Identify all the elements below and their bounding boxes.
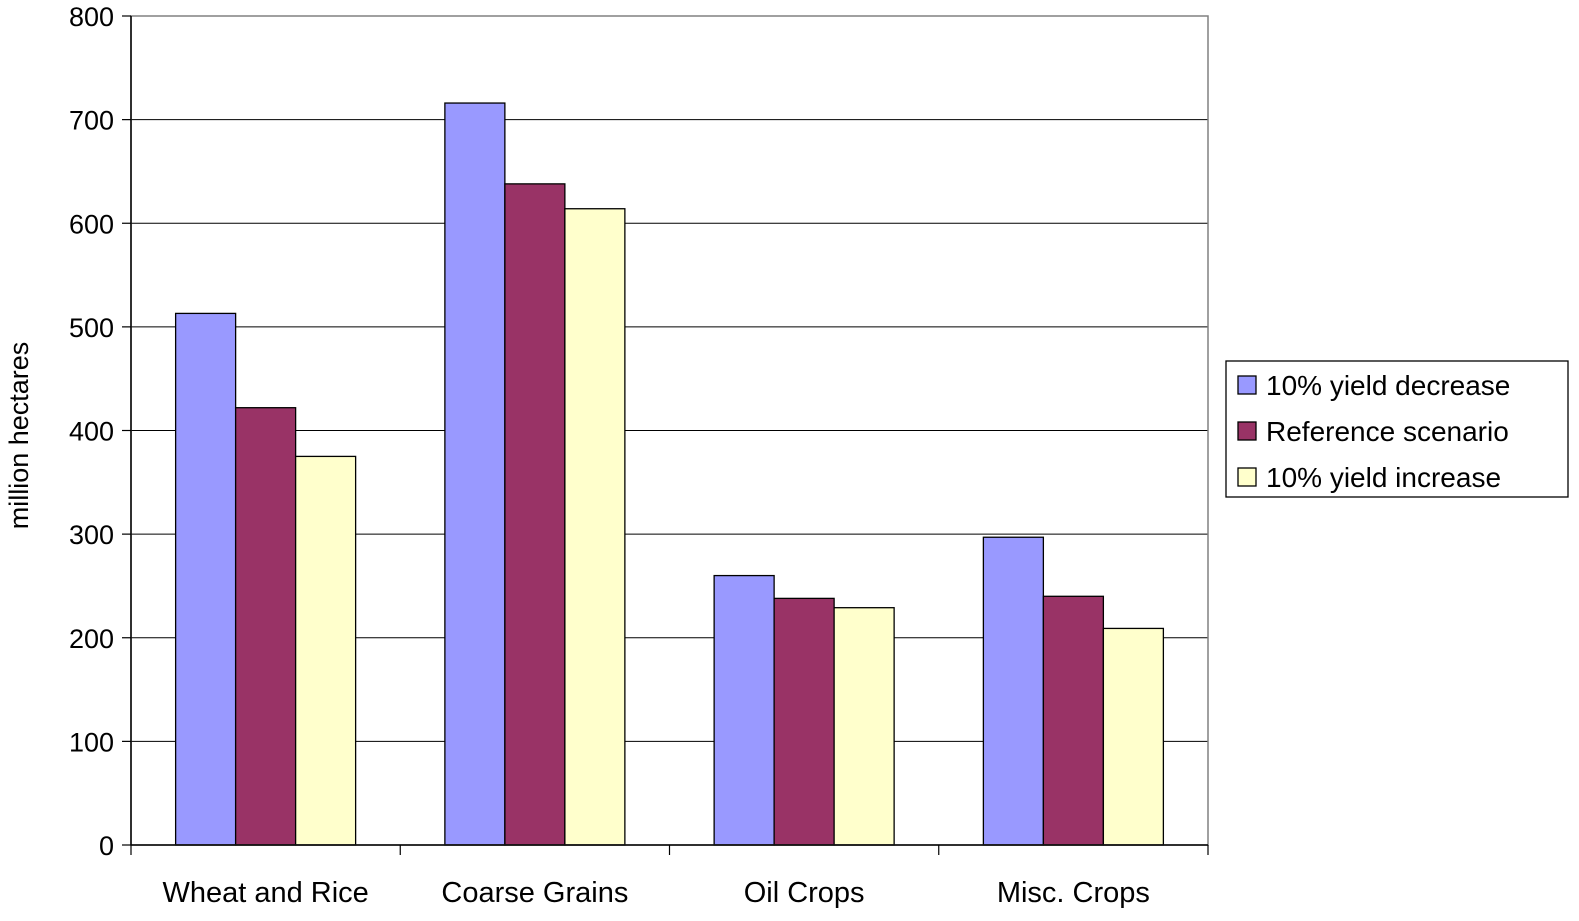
x-tick-label: Wheat and Rice: [162, 877, 368, 909]
bar: [174, 312, 237, 846]
legend: 10% yield decrease Reference scenario 10% …: [1225, 360, 1569, 498]
bar: [982, 536, 1045, 846]
legend-swatch: [1237, 467, 1257, 487]
y-axis-label: million hectares: [4, 342, 34, 530]
legend-box: [1225, 360, 1569, 498]
y-tick-label: 500: [69, 313, 114, 343]
legend-label: 10% yield increase: [1266, 462, 1501, 493]
legend-label: Reference scenario: [1266, 416, 1509, 447]
bar: [833, 607, 895, 846]
bar: [564, 208, 626, 846]
y-tick-label: 0: [99, 831, 114, 861]
y-tick-label: 400: [69, 417, 114, 447]
bar: [1102, 627, 1165, 846]
y-tick-label: 600: [69, 209, 114, 239]
legend-swatch: [1237, 421, 1257, 441]
y-tick-label: 700: [69, 106, 114, 136]
y-tick-label: 100: [69, 727, 114, 757]
bar: [1042, 595, 1105, 846]
x-tick-label: Misc. Crops: [997, 877, 1150, 909]
y-tick-label: 800: [69, 2, 114, 32]
axes: 0 100 200 300 400 500 600 700 800 Wheat and Rice C…: [69, 2, 1209, 909]
legend-swatch: [1237, 375, 1257, 395]
bar: [234, 407, 297, 846]
bar: [504, 183, 566, 846]
x-tick-label: Coarse Grains: [441, 877, 628, 909]
x-tick-label: Oil Crops: [744, 877, 865, 909]
bar: [444, 102, 506, 846]
y-tick-label: 200: [69, 624, 114, 654]
bar: [713, 574, 775, 846]
y-tick-label: 300: [69, 520, 114, 550]
bar: [294, 455, 357, 846]
bar: [773, 597, 835, 846]
legend-label: 10% yield decrease: [1266, 370, 1510, 401]
